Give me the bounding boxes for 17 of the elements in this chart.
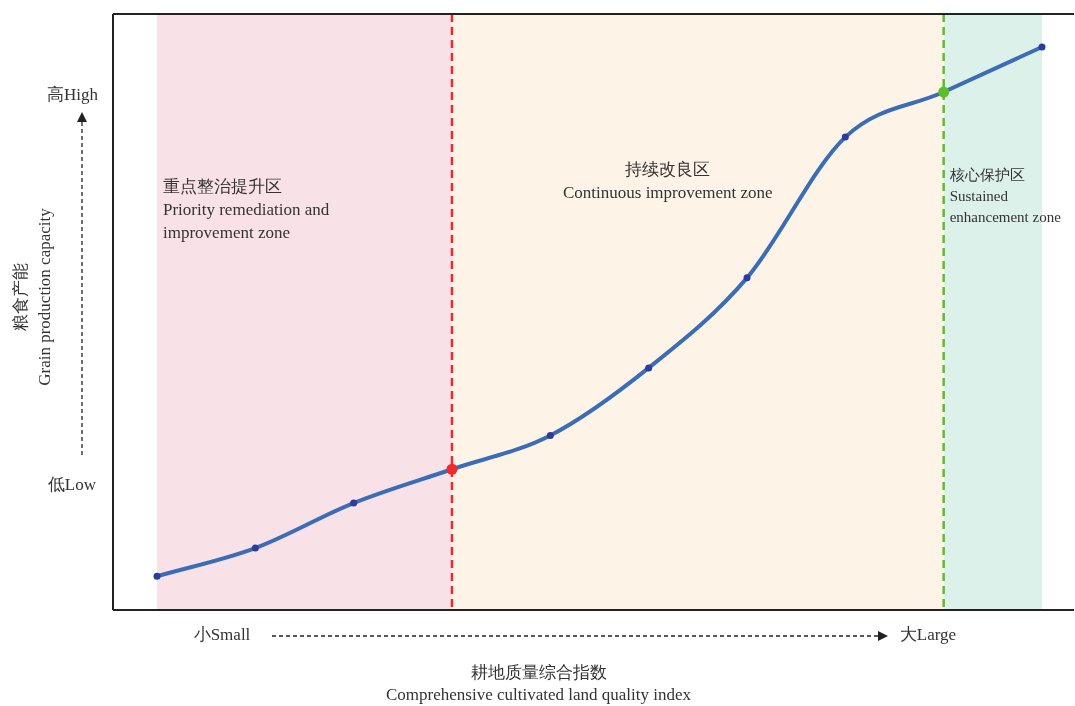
- text: 小Small: [193, 625, 251, 644]
- point: [841, 133, 849, 141]
- point: [350, 499, 358, 507]
- point: [546, 431, 554, 439]
- point: [153, 572, 161, 580]
- text: 大Large: [899, 625, 957, 644]
- text: 高High: [47, 85, 99, 104]
- annotation: 持续改良区 Continuous improvement zone: [563, 160, 773, 202]
- point: [1038, 43, 1046, 51]
- annotation: 重点整治提升区 Priority remediation and improvement zone: [163, 177, 330, 242]
- text: 低Low: [47, 475, 97, 494]
- point: [743, 274, 751, 282]
- annotation: 核心保护区 Sustained enhancement zone: [948, 167, 1062, 225]
- x-axis-title: 耕地质量综合指数 Comprehensive cultivated land quality index: [386, 663, 692, 704]
- point: [645, 364, 653, 372]
- y-axis-title: 粮食产能 Grain production capacity: [11, 207, 54, 386]
- point: [251, 544, 259, 552]
